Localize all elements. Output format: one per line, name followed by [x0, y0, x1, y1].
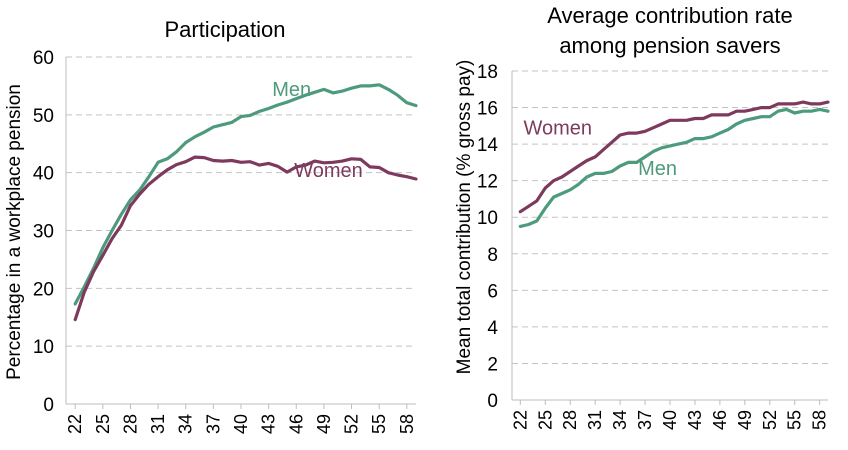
- x-tick-label: 28: [120, 414, 140, 434]
- x-tick-label: 49: [735, 410, 755, 430]
- x-tick-label: 40: [660, 410, 680, 430]
- x-tick-label: 55: [369, 414, 389, 434]
- y-tick-label: 60: [33, 48, 54, 69]
- x-tick-label: 25: [93, 414, 113, 434]
- y-axis-label: Mean total contribution (% gross pay): [454, 60, 475, 375]
- chart-title: Average contribution rate among pension s…: [547, 3, 792, 58]
- x-tick-label: 25: [535, 410, 555, 430]
- y-tick-label: 10: [477, 208, 498, 229]
- y-tick-label: 10: [33, 337, 54, 358]
- y-tick-label: 14: [477, 135, 499, 156]
- x-tick-label: 22: [510, 410, 530, 430]
- x-tick-label: 46: [710, 410, 730, 430]
- contribution-rate-chart: Average contribution rate among pension s…: [454, 3, 830, 430]
- x-tick-label: 52: [760, 410, 780, 430]
- x-tick-label: 58: [810, 410, 830, 430]
- participation-chart: Participation 0 10 20 30 40 50 60 22 25 28 31 34 37 40…: [4, 17, 418, 434]
- x-tick-label: 34: [176, 414, 196, 434]
- x-tick-label: 28: [560, 410, 580, 430]
- x-tick-label: 37: [635, 410, 655, 430]
- x-tick-label: 31: [148, 414, 168, 434]
- x-tick-label: 31: [585, 410, 605, 430]
- series-line-men: [518, 107, 830, 228]
- chart-title: Participation: [164, 17, 285, 42]
- y-tick-label: 6: [487, 281, 498, 302]
- y-tick-label: 0: [43, 395, 54, 416]
- series-label-women: Women: [523, 118, 592, 140]
- x-tick-label: 40: [231, 414, 251, 434]
- y-tick-label: 0: [487, 391, 498, 412]
- x-tick-label: 37: [203, 414, 223, 434]
- y-tick-label: 8: [487, 245, 498, 266]
- series-label-men: Men: [638, 158, 677, 180]
- x-tick-label: 58: [397, 414, 417, 434]
- series-line-women: [73, 155, 418, 322]
- series-label-men: Men: [272, 79, 311, 101]
- x-tick-label: 52: [342, 414, 362, 434]
- chart-title-line: among pension savers: [559, 33, 780, 58]
- y-tick-label: 2: [487, 354, 498, 375]
- y-tick-label: 30: [33, 222, 54, 243]
- x-tick-label: 43: [685, 410, 705, 430]
- x-tick-label: 22: [65, 414, 85, 434]
- x-tick-label: 46: [286, 414, 306, 434]
- y-tick-label: 12: [477, 172, 498, 193]
- y-tick-label: 18: [477, 62, 498, 83]
- series-line-women: [518, 100, 830, 214]
- series-label-women: Women: [294, 160, 363, 182]
- y-tick-label: 20: [33, 279, 54, 300]
- chart-title-line: Participation: [164, 17, 285, 42]
- y-tick-label: 50: [33, 106, 54, 127]
- y-tick-label: 4: [487, 318, 498, 339]
- x-tick-label: 34: [610, 410, 630, 430]
- x-tick-label: 55: [785, 410, 805, 430]
- x-tick-label: 43: [259, 414, 279, 434]
- y-tick-label: 40: [33, 164, 54, 185]
- y-axis-label: Percentage in a workplace pension: [4, 84, 25, 380]
- y-tick-label: 16: [477, 99, 498, 120]
- chart-title-line: Average contribution rate: [547, 3, 792, 28]
- series-line-men: [73, 83, 418, 306]
- x-tick-label: 49: [314, 414, 334, 434]
